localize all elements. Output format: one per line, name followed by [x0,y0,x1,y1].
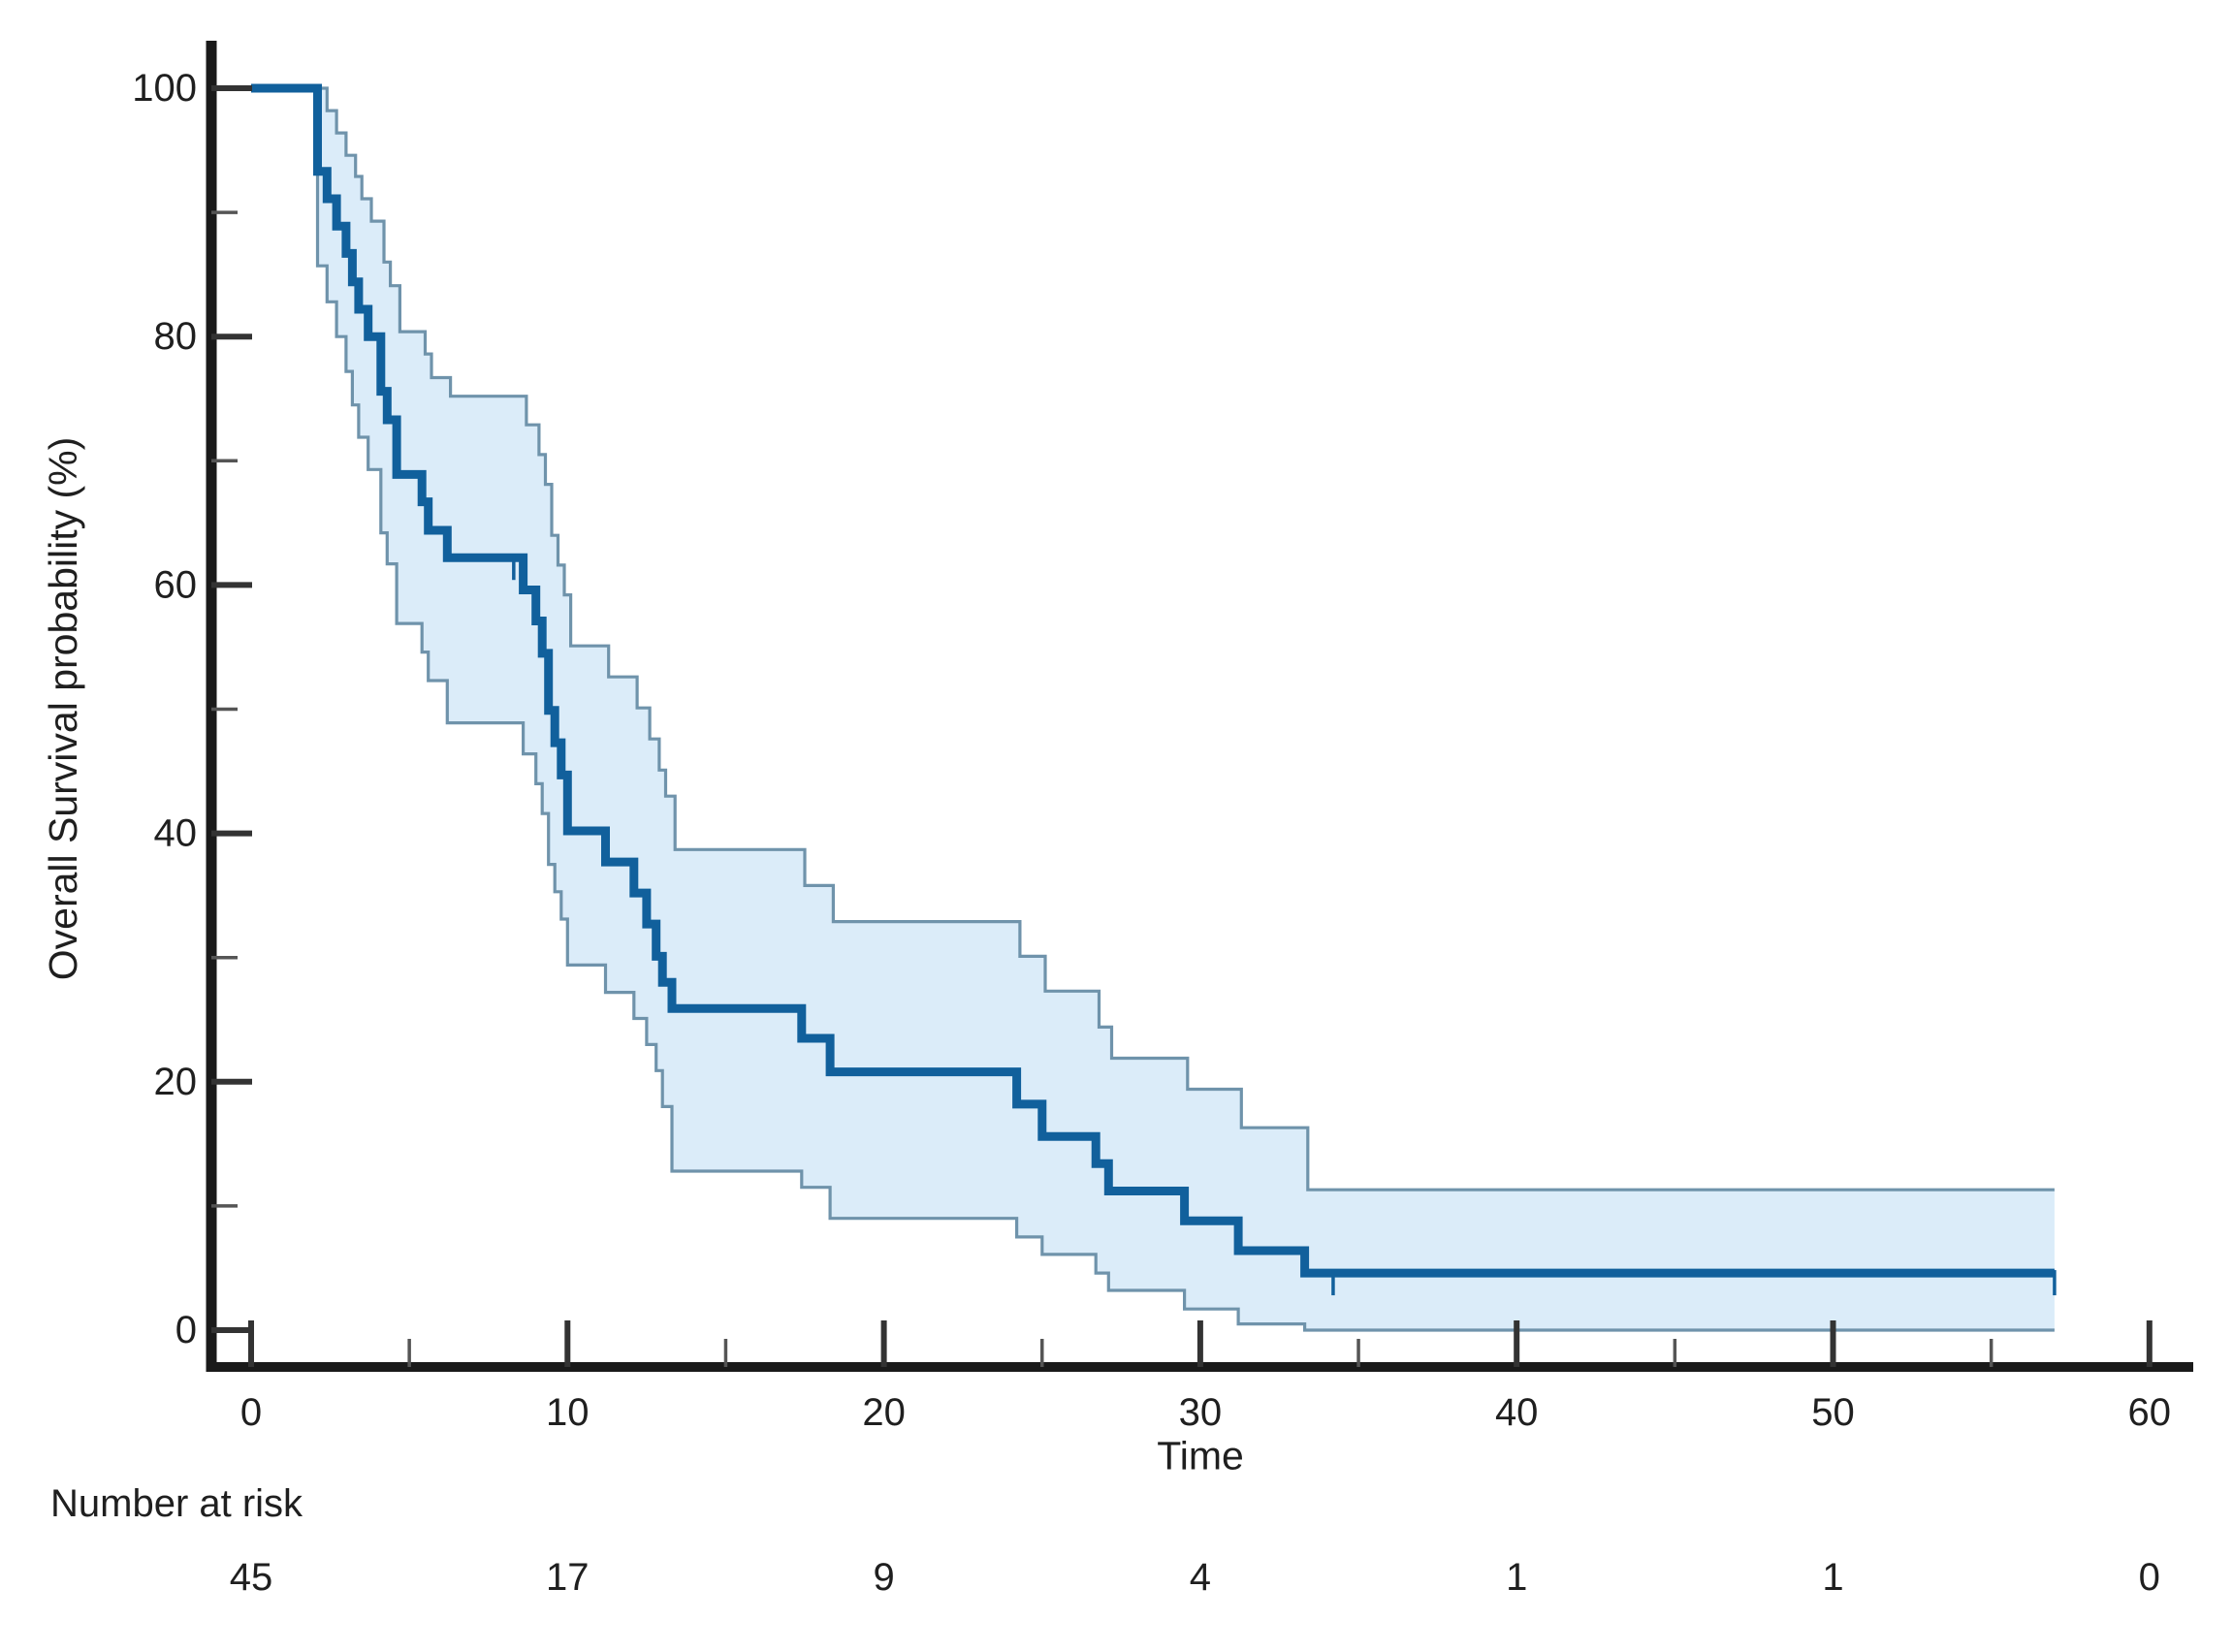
risk-count: 1 [1506,1556,1527,1599]
axes: 0 10 20 30 40 50 60 0 20 40 60 80 100 [132,41,2193,1434]
survival-curve [251,83,2055,1278]
ci-band-area [251,88,2055,1330]
risk-count: 17 [546,1556,590,1599]
y-tick-label: 0 [175,1309,197,1351]
confidence-band [251,88,2055,1330]
y-tick-label: 100 [132,67,197,110]
y-axis-tick-labels: 0 20 40 60 80 100 [132,67,197,1351]
x-axis-tick-labels: 0 10 20 30 40 50 60 [240,1391,2171,1434]
risk-count: 1 [1822,1556,1843,1599]
risk-count: 45 [230,1556,273,1599]
y-tick-label: 60 [154,563,198,606]
y-tick-label: 20 [154,1061,198,1103]
lower-ci-step-line [251,86,2055,1332]
x-tick-label: 60 [2128,1391,2172,1434]
risk-count: 4 [1190,1556,1211,1599]
upper-ci-step-line [251,86,2055,1191]
x-tick-label: 40 [1495,1391,1539,1434]
y-axis-title: Overall Survival probability (%) [41,437,85,981]
x-tick-label: 20 [862,1391,906,1434]
risk-count: 0 [2139,1556,2160,1599]
survival-step-line [251,83,2055,1278]
confidence-limit-lines [251,86,2055,1332]
y-axis-ticks [211,85,252,1333]
x-tick-label: 30 [1179,1391,1223,1434]
risk-count: 9 [873,1556,894,1599]
y-tick-label: 80 [154,315,198,358]
number-at-risk-values: 45 17 9 4 1 1 0 [230,1556,2160,1599]
y-tick-label: 40 [154,812,198,855]
x-axis-ticks [248,1320,2153,1367]
x-tick-label: 10 [546,1391,590,1434]
x-axis-title: Time [1157,1434,1244,1478]
x-tick-label: 50 [1811,1391,1855,1434]
censor-tick-marks [512,555,2057,1296]
x-tick-label: 0 [240,1391,262,1434]
number-at-risk-title: Number at risk [50,1482,303,1525]
